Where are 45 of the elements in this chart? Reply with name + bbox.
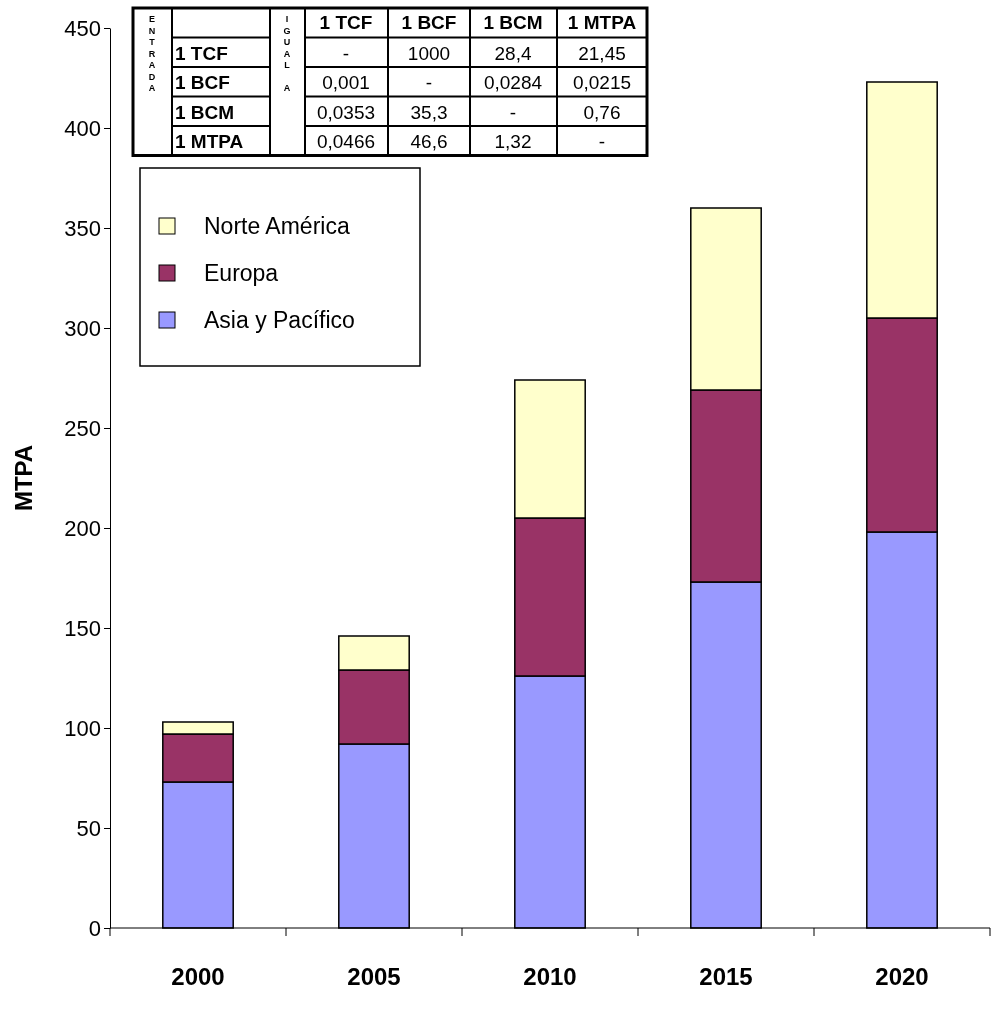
y-tick-label: 350 [64, 215, 101, 241]
x-tick-label: 2020 [875, 963, 929, 990]
legend-label: Europa [204, 260, 279, 286]
text: 0,0466 [316, 131, 376, 152]
x-tick-label: 2005 [347, 963, 401, 990]
category-label: 1 TCF [175, 42, 228, 64]
text: - [509, 101, 517, 123]
text: 46,6 [410, 131, 448, 152]
legend-label: Norte América [204, 213, 350, 239]
text: 0,0353 [316, 101, 376, 123]
text: 21,45 [578, 42, 626, 64]
category-label: 1 MTPA [567, 12, 637, 33]
y-tick-label: 250 [64, 415, 101, 441]
text: 35,3 [410, 101, 448, 123]
text: 1000 [407, 42, 451, 64]
annotation: ENTRADA [148, 14, 156, 93]
text: 28,4 [494, 42, 532, 64]
y-tick-label: 0 [88, 915, 101, 941]
text: - [598, 131, 606, 152]
category-label: 1 BCM [175, 101, 235, 123]
text: 0,001 [322, 72, 370, 93]
y-tick-label: 300 [64, 315, 101, 341]
category-label: 1 TCF [319, 12, 373, 33]
x-tick-label: 2010 [523, 963, 577, 990]
category-label: 1 MTPA [175, 131, 244, 152]
text: - [342, 42, 350, 64]
y-tick-label: 400 [64, 115, 101, 141]
y-axis-title: MTPA [10, 444, 37, 512]
category-label: 1 BCF [175, 72, 230, 93]
legend-label: Asia y Pacífico [204, 307, 355, 333]
x-tick-label: 2015 [699, 963, 753, 990]
text: 0,76 [583, 101, 621, 123]
text: IGUAL A [283, 14, 291, 93]
y-tick-label: 450 [64, 15, 101, 41]
y-tick-label: 50 [76, 815, 101, 841]
text: - [425, 72, 433, 93]
text: 0,0284 [483, 72, 543, 93]
y-tick-label: 100 [64, 715, 101, 741]
x-tick-label: 2000 [171, 963, 225, 990]
text: 0,0215 [572, 72, 632, 93]
category-label: 1 BCF [401, 12, 457, 33]
category-label: 1 BCM [483, 12, 543, 33]
text: 1,32 [494, 131, 532, 152]
y-tick-label: 200 [64, 515, 101, 541]
y-tick-label: 150 [64, 615, 101, 641]
